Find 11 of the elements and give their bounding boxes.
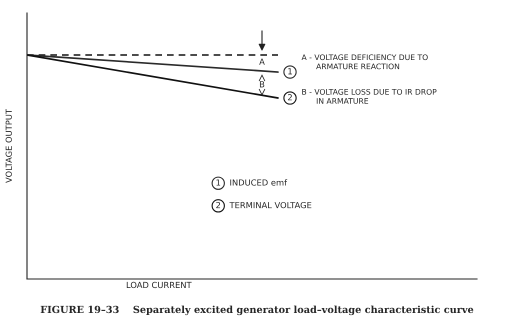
annotation: A bbox=[259, 58, 265, 65]
text: 2 bbox=[216, 202, 220, 208]
text: 1 bbox=[216, 179, 220, 186]
annotation: INDUCED emf bbox=[230, 179, 288, 186]
caption: FIGURE 19–33 Separately excited generator load–voltage characteristic curve bbox=[40, 306, 474, 316]
annotation: B bbox=[260, 81, 264, 88]
series-label: 1 bbox=[288, 68, 292, 74]
y-axis-title: VOLTAGE OUTPUT bbox=[6, 109, 12, 183]
annotation: TERMINAL VOLTAGE bbox=[229, 202, 312, 208]
x-axis-title: LOAD CURRENT bbox=[126, 282, 192, 288]
series-label: 2 bbox=[288, 94, 292, 100]
